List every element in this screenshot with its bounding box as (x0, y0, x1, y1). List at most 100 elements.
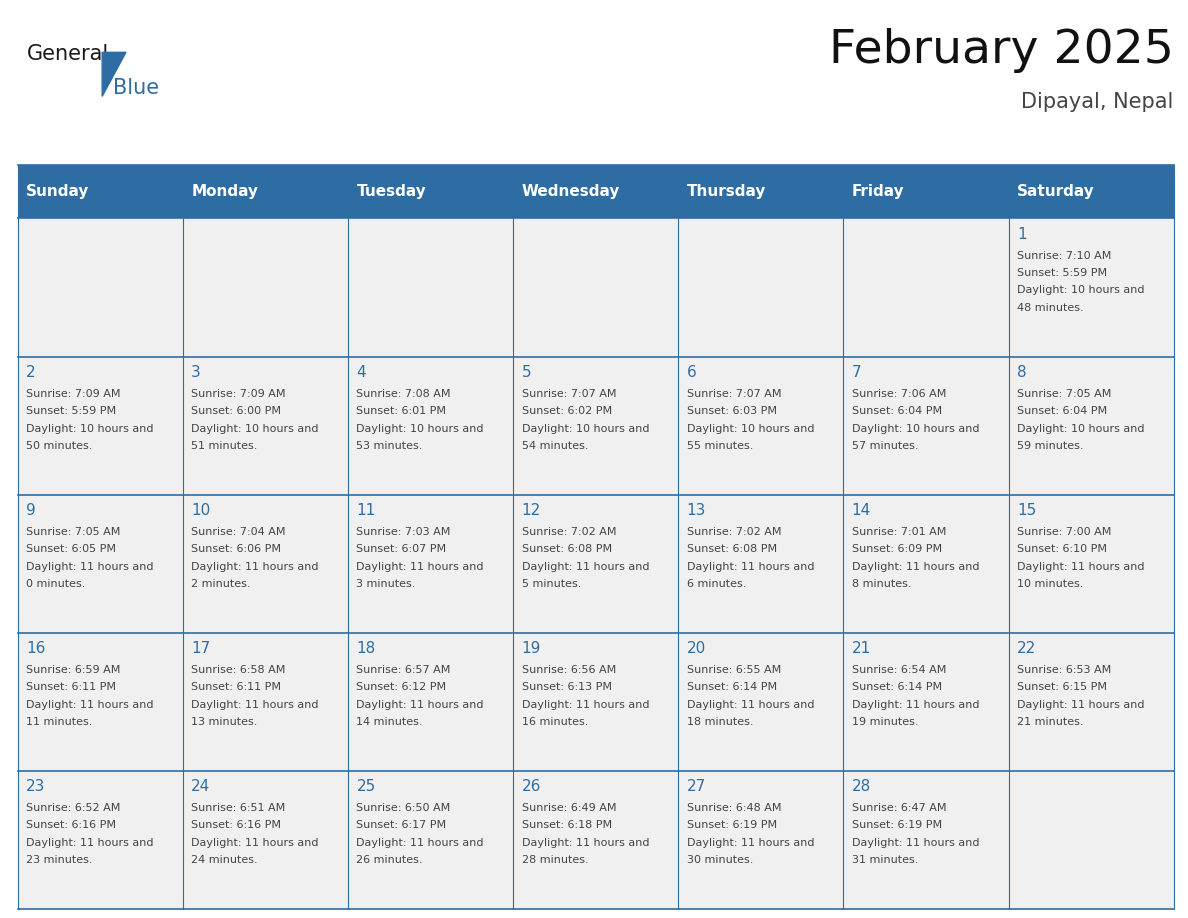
Text: Daylight: 11 hours and: Daylight: 11 hours and (852, 700, 979, 710)
Text: Daylight: 10 hours and: Daylight: 10 hours and (852, 423, 979, 433)
Text: Daylight: 10 hours and: Daylight: 10 hours and (522, 423, 649, 433)
Bar (348, 356, 513, 495)
Bar (843, 356, 1009, 495)
Text: Sunset: 6:07 PM: Sunset: 6:07 PM (356, 544, 447, 554)
Text: Sunset: 6:11 PM: Sunset: 6:11 PM (26, 682, 116, 692)
Text: 12: 12 (522, 503, 541, 518)
Text: 27: 27 (687, 779, 706, 794)
Text: 9: 9 (26, 503, 36, 518)
Text: 24: 24 (191, 779, 210, 794)
Text: Daylight: 10 hours and: Daylight: 10 hours and (687, 423, 814, 433)
Text: 21: 21 (852, 641, 871, 656)
Text: Sunset: 6:08 PM: Sunset: 6:08 PM (522, 544, 612, 554)
Text: Sunset: 6:18 PM: Sunset: 6:18 PM (522, 821, 612, 830)
Text: Daylight: 11 hours and: Daylight: 11 hours and (687, 562, 814, 572)
Bar (1009, 495, 1174, 633)
Text: 24 minutes.: 24 minutes. (191, 856, 258, 865)
Text: 26: 26 (522, 779, 541, 794)
Text: 14 minutes.: 14 minutes. (356, 717, 423, 727)
Text: Sunset: 6:19 PM: Sunset: 6:19 PM (852, 821, 942, 830)
Text: Daylight: 11 hours and: Daylight: 11 hours and (852, 838, 979, 847)
Text: 1: 1 (1017, 227, 1026, 241)
Text: Sunrise: 7:07 AM: Sunrise: 7:07 AM (687, 388, 782, 398)
Text: Sunset: 6:13 PM: Sunset: 6:13 PM (522, 682, 612, 692)
Text: Sunday: Sunday (26, 185, 89, 199)
Bar (843, 218, 1009, 356)
Text: 6: 6 (687, 364, 696, 380)
Text: 23 minutes.: 23 minutes. (26, 856, 93, 865)
Bar (513, 771, 678, 909)
Bar (348, 633, 513, 771)
Bar (348, 495, 513, 633)
Text: Thursday: Thursday (687, 185, 766, 199)
Text: 20: 20 (687, 641, 706, 656)
Text: Dipayal, Nepal: Dipayal, Nepal (1022, 92, 1174, 112)
Text: Daylight: 11 hours and: Daylight: 11 hours and (191, 700, 318, 710)
Text: 57 minutes.: 57 minutes. (852, 441, 918, 451)
Text: Sunset: 6:01 PM: Sunset: 6:01 PM (356, 406, 447, 416)
Text: Sunrise: 6:48 AM: Sunrise: 6:48 AM (687, 803, 782, 812)
Text: Sunrise: 6:59 AM: Sunrise: 6:59 AM (26, 665, 120, 675)
Text: Sunrise: 7:02 AM: Sunrise: 7:02 AM (522, 527, 617, 537)
Text: 21 minutes.: 21 minutes. (1017, 717, 1083, 727)
Text: Sunrise: 6:54 AM: Sunrise: 6:54 AM (852, 665, 946, 675)
Text: 54 minutes.: 54 minutes. (522, 441, 588, 451)
Text: Daylight: 11 hours and: Daylight: 11 hours and (852, 562, 979, 572)
Text: Daylight: 10 hours and: Daylight: 10 hours and (1017, 285, 1144, 296)
Bar (1009, 218, 1174, 356)
Text: 59 minutes.: 59 minutes. (1017, 441, 1083, 451)
Text: 18 minutes.: 18 minutes. (687, 717, 753, 727)
Text: Daylight: 11 hours and: Daylight: 11 hours and (1017, 562, 1144, 572)
Text: Sunset: 6:08 PM: Sunset: 6:08 PM (687, 544, 777, 554)
Text: Sunset: 6:04 PM: Sunset: 6:04 PM (1017, 406, 1107, 416)
Text: 0 minutes.: 0 minutes. (26, 579, 86, 589)
Text: Daylight: 11 hours and: Daylight: 11 hours and (1017, 700, 1144, 710)
Text: 53 minutes.: 53 minutes. (356, 441, 423, 451)
Text: 10: 10 (191, 503, 210, 518)
Text: Sunrise: 7:06 AM: Sunrise: 7:06 AM (852, 388, 946, 398)
Bar (183, 218, 348, 356)
Text: Sunset: 6:04 PM: Sunset: 6:04 PM (852, 406, 942, 416)
Text: 13 minutes.: 13 minutes. (191, 717, 258, 727)
Text: 18: 18 (356, 641, 375, 656)
Text: 55 minutes.: 55 minutes. (687, 441, 753, 451)
Text: 3 minutes.: 3 minutes. (356, 579, 416, 589)
Text: Daylight: 11 hours and: Daylight: 11 hours and (356, 838, 484, 847)
Bar (1009, 356, 1174, 495)
Text: 11 minutes.: 11 minutes. (26, 717, 93, 727)
Bar (513, 633, 678, 771)
Text: Sunrise: 7:02 AM: Sunrise: 7:02 AM (687, 527, 782, 537)
Bar (513, 356, 678, 495)
Text: Sunrise: 6:53 AM: Sunrise: 6:53 AM (1017, 665, 1111, 675)
Bar (18, 495, 183, 633)
Text: Sunset: 6:16 PM: Sunset: 6:16 PM (26, 821, 116, 830)
Text: Daylight: 11 hours and: Daylight: 11 hours and (356, 562, 484, 572)
Text: Daylight: 11 hours and: Daylight: 11 hours and (26, 838, 153, 847)
Text: Sunrise: 7:03 AM: Sunrise: 7:03 AM (356, 527, 450, 537)
Text: Daylight: 11 hours and: Daylight: 11 hours and (26, 700, 153, 710)
Polygon shape (102, 52, 126, 96)
Text: Sunset: 6:16 PM: Sunset: 6:16 PM (191, 821, 282, 830)
Text: Sunrise: 6:51 AM: Sunrise: 6:51 AM (191, 803, 285, 812)
Text: Daylight: 11 hours and: Daylight: 11 hours and (522, 562, 649, 572)
Text: 22: 22 (1017, 641, 1036, 656)
Text: Sunrise: 7:10 AM: Sunrise: 7:10 AM (1017, 251, 1111, 261)
Text: 8: 8 (1017, 364, 1026, 380)
Text: Daylight: 11 hours and: Daylight: 11 hours and (687, 838, 814, 847)
Text: Daylight: 11 hours and: Daylight: 11 hours and (522, 838, 649, 847)
Text: Sunrise: 7:01 AM: Sunrise: 7:01 AM (852, 527, 946, 537)
Text: 48 minutes.: 48 minutes. (1017, 303, 1083, 313)
Text: Sunset: 6:02 PM: Sunset: 6:02 PM (522, 406, 612, 416)
Text: Blue: Blue (113, 78, 159, 98)
Text: 5 minutes.: 5 minutes. (522, 579, 581, 589)
Bar (678, 356, 843, 495)
Text: 2: 2 (26, 364, 36, 380)
Text: 25: 25 (356, 779, 375, 794)
Text: Sunset: 6:15 PM: Sunset: 6:15 PM (1017, 682, 1107, 692)
Text: Sunset: 6:00 PM: Sunset: 6:00 PM (191, 406, 282, 416)
Text: Saturday: Saturday (1017, 185, 1094, 199)
Bar (513, 218, 678, 356)
Bar (183, 633, 348, 771)
Text: Monday: Monday (191, 185, 258, 199)
Text: Sunrise: 7:07 AM: Sunrise: 7:07 AM (522, 388, 617, 398)
